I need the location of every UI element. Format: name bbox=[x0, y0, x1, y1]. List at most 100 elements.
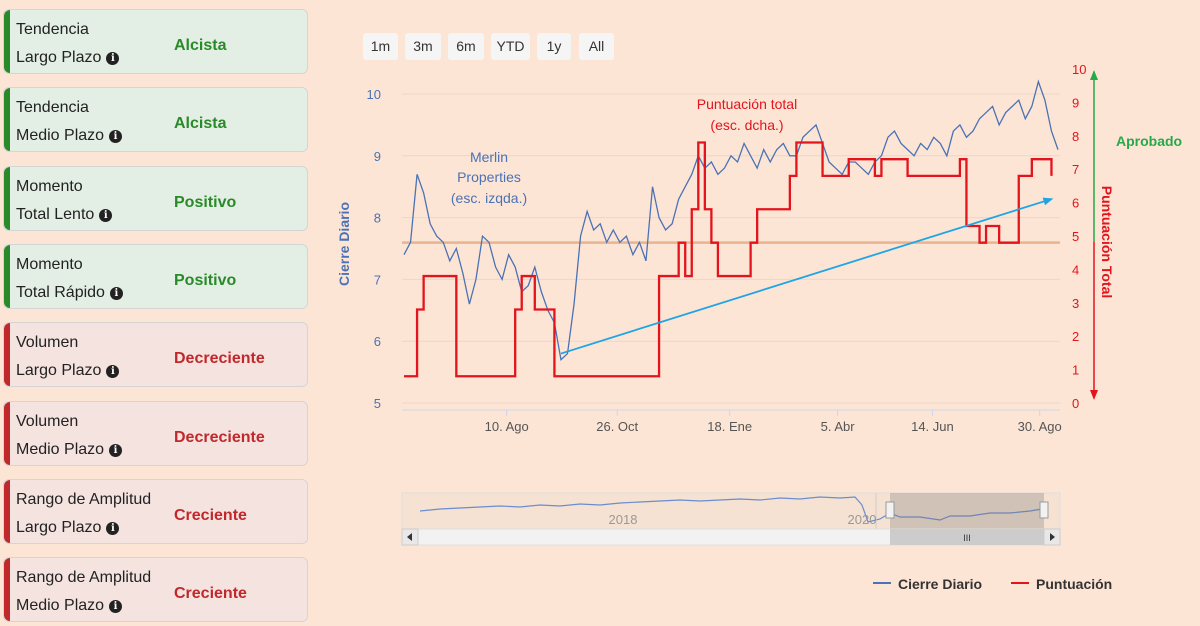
indicator-subtitle: Medio Plazo i bbox=[16, 127, 123, 145]
info-icon[interactable]: i bbox=[106, 52, 120, 65]
left-y-axis: 5 6 7 8 9 10 bbox=[367, 87, 381, 411]
left-y-tick-label: 10 bbox=[367, 87, 381, 102]
indicator-card: Tendencia Medio Plazo i Alcista bbox=[3, 87, 308, 153]
merlin-label-2: Properties bbox=[457, 169, 521, 185]
right-y-axis: 0 1 2 3 4 5 6 7 8 9 10 bbox=[1072, 62, 1086, 411]
suspenso-arrowhead-down bbox=[1090, 390, 1098, 400]
range-button-1m[interactable]: 1m bbox=[363, 33, 398, 60]
indicator-subtitle: Largo Plazo i bbox=[16, 518, 120, 537]
indicator-title: Rango de Amplitud bbox=[16, 569, 152, 587]
x-tick-label: 14. Jun bbox=[911, 419, 954, 434]
navigator-handle-left[interactable] bbox=[885, 501, 895, 519]
navigator[interactable]: 2018 2020 III bbox=[401, 492, 1061, 546]
indicator-subtitle-text: Total Lento bbox=[16, 205, 95, 223]
indicator-value: Alcista bbox=[174, 37, 227, 54]
indicator-subtitle-text: Largo Plazo bbox=[16, 49, 102, 66]
indicator-value: Creciente bbox=[174, 506, 247, 524]
indicator-value: Alcista bbox=[174, 115, 227, 133]
range-button-6m[interactable]: 6m bbox=[448, 33, 484, 60]
x-tick-label: 18. Ene bbox=[707, 419, 752, 434]
indicator-subtitle-text: Medio Plazo bbox=[16, 597, 105, 615]
indicator-title: Volumen bbox=[16, 334, 79, 352]
navigator-series bbox=[419, 496, 1043, 523]
right-y-tick-label: 7 bbox=[1072, 162, 1079, 177]
navigator-selection[interactable] bbox=[890, 493, 1044, 529]
indicator-card: Rango de Amplitud Largo Plazo i Creciente bbox=[3, 478, 308, 544]
right-y-tick-label: 0 bbox=[1072, 396, 1079, 411]
indicator-card: Momento Total Lento i Positivo bbox=[3, 165, 308, 231]
price-series-line bbox=[403, 79, 1059, 362]
indicator-subtitle: Largo Plazo i bbox=[16, 362, 120, 380]
indicator-value: Positivo bbox=[174, 271, 237, 289]
info-icon[interactable]: i bbox=[106, 521, 120, 535]
legend-score-label[interactable]: Puntuación bbox=[1036, 576, 1112, 592]
indicator-subtitle: Total Lento i bbox=[16, 205, 113, 224]
right-y-tick-label: 9 bbox=[1072, 95, 1079, 110]
indicator-card: Volumen Largo Plazo i Decreciente bbox=[3, 322, 308, 388]
scrollbar-thumb[interactable] bbox=[890, 529, 1044, 545]
range-button-ytd[interactable]: YTD bbox=[491, 33, 530, 60]
right-axis-title: Puntuación Total bbox=[1099, 186, 1115, 299]
navigator-handle-right[interactable] bbox=[1039, 501, 1049, 519]
right-y-tick-label: 6 bbox=[1072, 196, 1079, 211]
scroll-left-icon bbox=[407, 533, 412, 541]
puntuacion-label-2: (esc. dcha.) bbox=[710, 117, 783, 133]
indicator-subtitle: Total Rápido i bbox=[16, 284, 123, 302]
info-icon[interactable]: i bbox=[109, 286, 123, 300]
navigator-year-2020: 2020 bbox=[848, 512, 877, 527]
indicator-card: Volumen Medio Plazo i Decreciente bbox=[3, 400, 308, 466]
indicator-value: Decreciente bbox=[174, 428, 265, 446]
x-tick-label: 5. Abr bbox=[821, 419, 856, 434]
indicator-title: Tendencia bbox=[16, 21, 89, 38]
indicator-title: Momento bbox=[16, 177, 83, 195]
indicator-subtitle-text: Largo Plazo bbox=[16, 518, 102, 536]
left-y-tick-label: 5 bbox=[374, 396, 381, 411]
trend-arrow bbox=[560, 198, 1052, 355]
right-y-tick-label: 3 bbox=[1072, 296, 1079, 311]
range-button-3m[interactable]: 3m bbox=[405, 33, 441, 60]
status-bar bbox=[4, 323, 10, 387]
legend-price-label[interactable]: Cierre Diario bbox=[898, 576, 982, 592]
left-y-tick-label: 9 bbox=[374, 149, 381, 164]
indicator-subtitle: Largo Plazo i bbox=[16, 49, 120, 67]
status-bar bbox=[4, 88, 10, 152]
indicator-subtitle-text: Medio Plazo bbox=[16, 127, 105, 145]
indicator-value: Positivo bbox=[174, 193, 237, 211]
x-tick-label: 10. Ago bbox=[485, 419, 529, 434]
scrollbar-track[interactable] bbox=[401, 528, 1061, 546]
left-y-tick-label: 8 bbox=[374, 211, 381, 226]
right-y-tick-label: 2 bbox=[1072, 329, 1079, 344]
puntuacion-label-1: Puntuación total bbox=[697, 96, 797, 112]
info-icon[interactable]: i bbox=[109, 443, 123, 457]
right-y-tick-label: 4 bbox=[1072, 262, 1079, 277]
x-tick-label: 30. Ago bbox=[1018, 419, 1062, 434]
x-tick-label: 26. Oct bbox=[596, 419, 638, 434]
info-icon[interactable]: i bbox=[109, 130, 123, 144]
indicator-card: Rango de Amplitud Medio Plazo i Creciente bbox=[3, 557, 308, 623]
merlin-label-3: (esc. izqda.) bbox=[451, 190, 527, 206]
merlin-label-1: Merlin bbox=[470, 149, 508, 165]
left-y-tick-label: 7 bbox=[374, 272, 381, 287]
status-bar bbox=[4, 244, 10, 308]
indicator-title: Momento bbox=[16, 255, 83, 273]
indicator-title: Volumen bbox=[16, 412, 79, 430]
grid-lines bbox=[402, 93, 1060, 411]
scroll-left-button[interactable] bbox=[401, 528, 419, 546]
navigator-year-2018: 2018 bbox=[609, 512, 638, 527]
indicator-value: Creciente bbox=[174, 585, 247, 603]
right-y-tick-label: 8 bbox=[1072, 129, 1079, 144]
info-icon[interactable]: i bbox=[99, 208, 113, 222]
indicator-value: Decreciente bbox=[174, 350, 265, 368]
info-icon[interactable]: i bbox=[106, 365, 120, 379]
trend-arrowhead bbox=[1042, 197, 1054, 206]
aprobado-label: Aprobado bbox=[1116, 133, 1182, 149]
scroll-right-icon bbox=[1050, 533, 1055, 541]
range-button-all[interactable]: All bbox=[579, 33, 614, 60]
navigator-background bbox=[401, 492, 1061, 530]
right-y-tick-label: 5 bbox=[1072, 229, 1079, 244]
scroll-right-button[interactable] bbox=[1043, 528, 1061, 546]
range-button-1y[interactable]: 1y bbox=[537, 33, 571, 60]
info-icon[interactable]: i bbox=[109, 600, 123, 614]
indicator-subtitle-text: Largo Plazo bbox=[16, 362, 102, 380]
indicator-subtitle-text: Total Rápido bbox=[16, 283, 105, 301]
